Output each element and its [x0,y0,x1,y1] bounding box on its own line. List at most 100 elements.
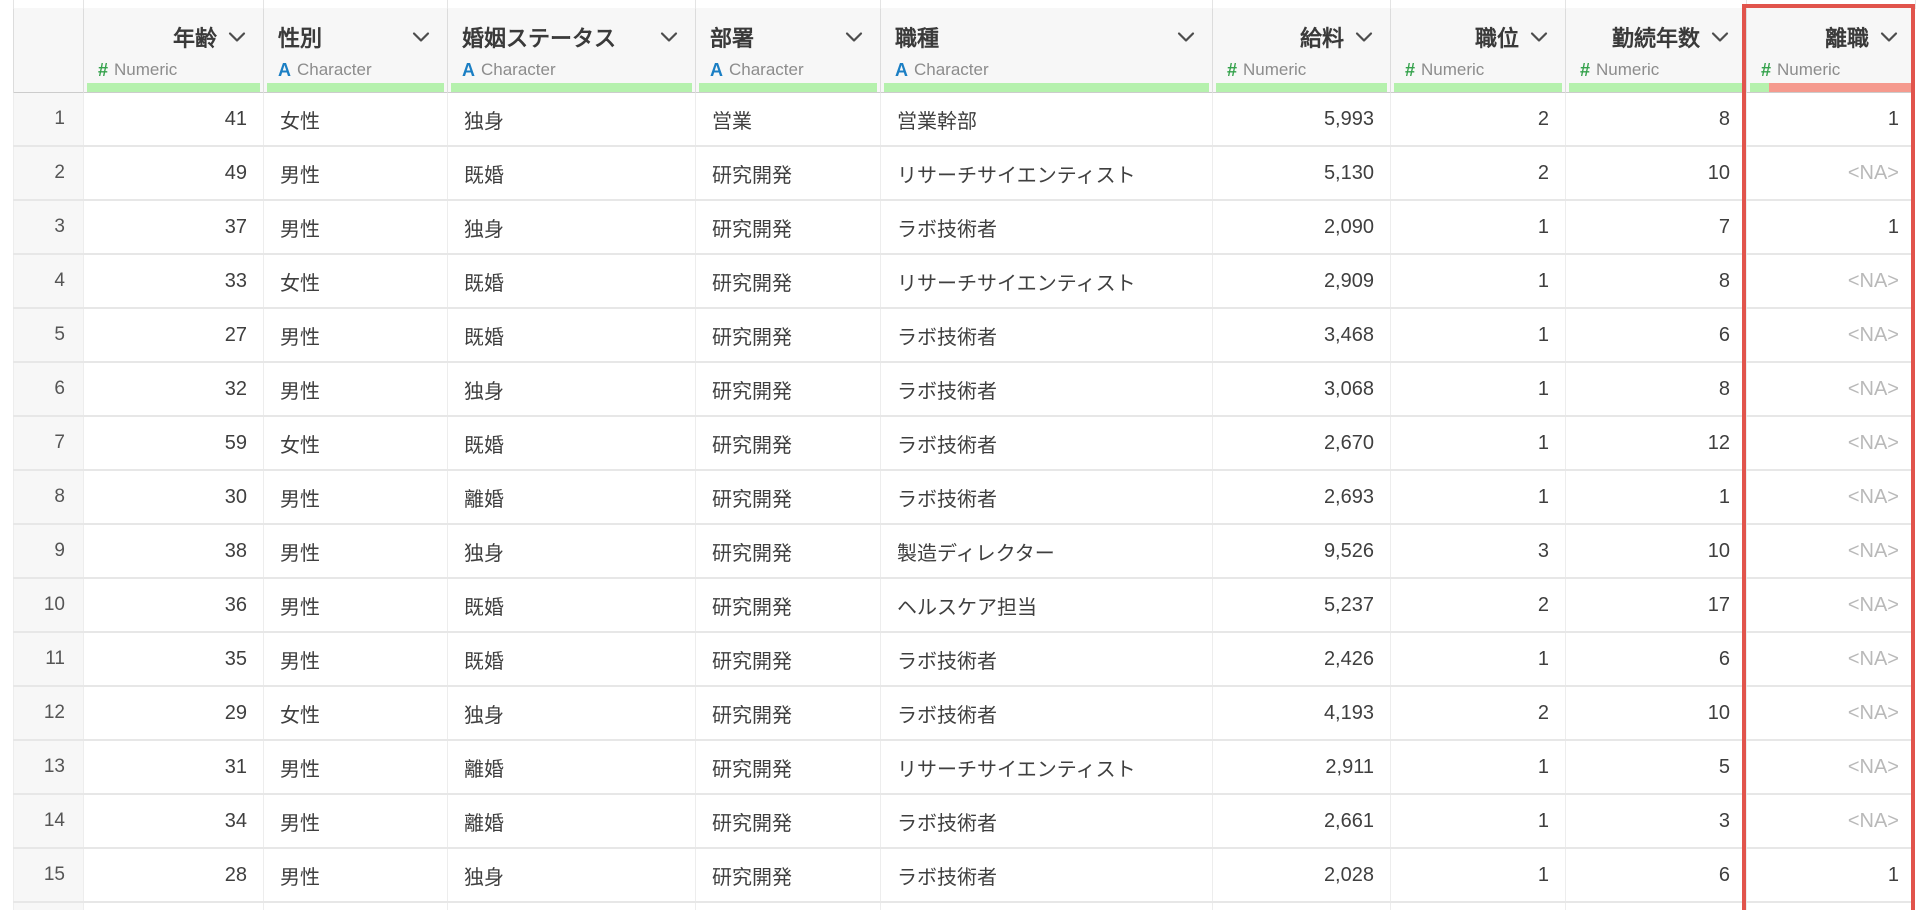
cell-empty [447,903,695,910]
column-type-row: A Character [278,59,431,81]
cell-attrition: <NA> [1746,687,1915,739]
column-header-attrition[interactable]: 離職 # Numeric [1746,8,1915,93]
row-number-cell: 3 [13,201,83,253]
cell-job-level: 2 [1390,147,1565,199]
cell-gender: 男性 [263,579,447,631]
cell-department: 研究開発 [695,201,880,253]
chevron-down-icon[interactable] [227,31,247,43]
quality-valid-segment [1750,83,1770,92]
cell-job-role: ラボ技術者 [880,687,1212,739]
column-type-row: A Character [462,59,679,81]
table-row: 5 27 男性 既婚 研究開発 ラボ技術者 3,468 1 6 <NA> [13,309,1915,363]
table-row: 14 34 男性 離婚 研究開発 ラボ技術者 2,661 1 3 <NA> [13,795,1915,849]
cell-years-at-company: 10 [1565,687,1746,739]
row-number-cell: 15 [13,849,83,901]
cell-marital-status: 既婚 [447,309,695,361]
chevron-down-icon[interactable] [1529,31,1549,43]
column-type-label: Character [914,60,989,79]
row-number-cell: 1 [13,93,83,145]
cell-attrition: <NA> [1746,741,1915,793]
cell-job-level: 1 [1390,849,1565,901]
chevron-down-icon[interactable] [1710,31,1730,43]
column-header-job-role[interactable]: 職種 A Character [880,8,1212,93]
column-title: 給料 [1299,26,1344,51]
column-header-marital-status[interactable]: 婚姻ステータス A Character [447,8,695,93]
cell-department: 研究開発 [695,687,880,739]
cell-years-at-company: 8 [1565,93,1746,145]
quality-valid-segment [451,83,692,92]
cell-job-level: 1 [1390,255,1565,307]
cell-gender: 男性 [263,309,447,361]
column-header-years-at-company[interactable]: 勤続年数 # Numeric [1565,8,1746,93]
character-type-icon: A [895,60,908,80]
cell-age: 28 [83,849,263,901]
table-row: 4 33 女性 既婚 研究開発 リサーチサイエンティスト 2,909 1 8 <NA> [13,255,1915,309]
chevron-down-icon[interactable] [1176,31,1196,43]
column-title: 年齢 [172,26,217,51]
row-number-cell: 4 [13,255,83,307]
chevron-down-icon[interactable] [844,31,864,43]
column-header-job-level[interactable]: 職位 # Numeric [1390,8,1565,93]
partial-row [13,903,1915,910]
cell-attrition: 1 [1746,93,1915,145]
cell-years-at-company: 17 [1565,579,1746,631]
quality-valid-segment [1216,83,1387,92]
column-header-salary[interactable]: 給料 # Numeric [1212,8,1390,93]
column-title: 性別 [278,26,323,51]
row-number-cell: 6 [13,363,83,415]
character-type-icon: A [710,60,723,80]
cell-marital-status: 離婚 [447,741,695,793]
cell-gender: 男性 [263,363,447,415]
cell-department: 研究開発 [695,579,880,631]
cell-department: 研究開発 [695,255,880,307]
cell-gender: 女性 [263,93,447,145]
column-separator-tick [1212,0,1213,9]
column-title: 職種 [895,26,940,51]
row-number-cell: 12 [13,687,83,739]
cell-gender: 男性 [263,471,447,523]
cell-marital-status: 独身 [447,201,695,253]
cell-salary: 2,028 [1212,849,1390,901]
cell-salary: 9,526 [1212,525,1390,577]
cell-salary: 5,237 [1212,579,1390,631]
cell-gender: 女性 [263,255,447,307]
cell-age: 34 [83,795,263,847]
data-quality-bar [451,83,692,92]
data-quality-bar [884,83,1209,92]
column-separator-tick [880,0,881,9]
column-type-label: Numeric [1243,60,1307,79]
column-separator-tick [83,0,84,9]
column-type-label: Numeric [1777,60,1841,79]
column-separator-tick [263,0,264,9]
cell-age: 29 [83,687,263,739]
row-number-header-cell [13,8,83,93]
cell-marital-status: 既婚 [447,579,695,631]
chevron-down-icon[interactable] [1354,31,1374,43]
cell-job-level: 1 [1390,417,1565,469]
chevron-down-icon[interactable] [1879,31,1899,43]
cell-age: 38 [83,525,263,577]
data-quality-bar [87,83,260,92]
quality-valid-segment [1569,83,1743,92]
column-type-label: Numeric [1421,60,1485,79]
column-header-age[interactable]: 年齢 # Numeric [83,8,263,93]
column-type-row: # Numeric [1227,59,1374,81]
column-title-row: 年齢 [98,21,247,53]
chevron-down-icon[interactable] [659,31,679,43]
column-header-gender[interactable]: 性別 A Character [263,8,447,93]
cell-department: 営業 [695,93,880,145]
cell-salary: 2,670 [1212,417,1390,469]
data-quality-bar [267,83,444,92]
cell-gender: 女性 [263,687,447,739]
cell-attrition: <NA> [1746,633,1915,685]
cell-job-role: ラボ技術者 [880,849,1212,901]
quality-valid-segment [87,83,260,92]
chevron-down-icon[interactable] [411,31,431,43]
cell-age: 49 [83,147,263,199]
column-title-row: 部署 [710,21,864,53]
column-title: 離職 [1824,26,1869,51]
row-number-cell: 10 [13,579,83,631]
cell-attrition: <NA> [1746,471,1915,523]
cell-empty [1390,903,1565,910]
column-header-department[interactable]: 部署 A Character [695,8,880,93]
